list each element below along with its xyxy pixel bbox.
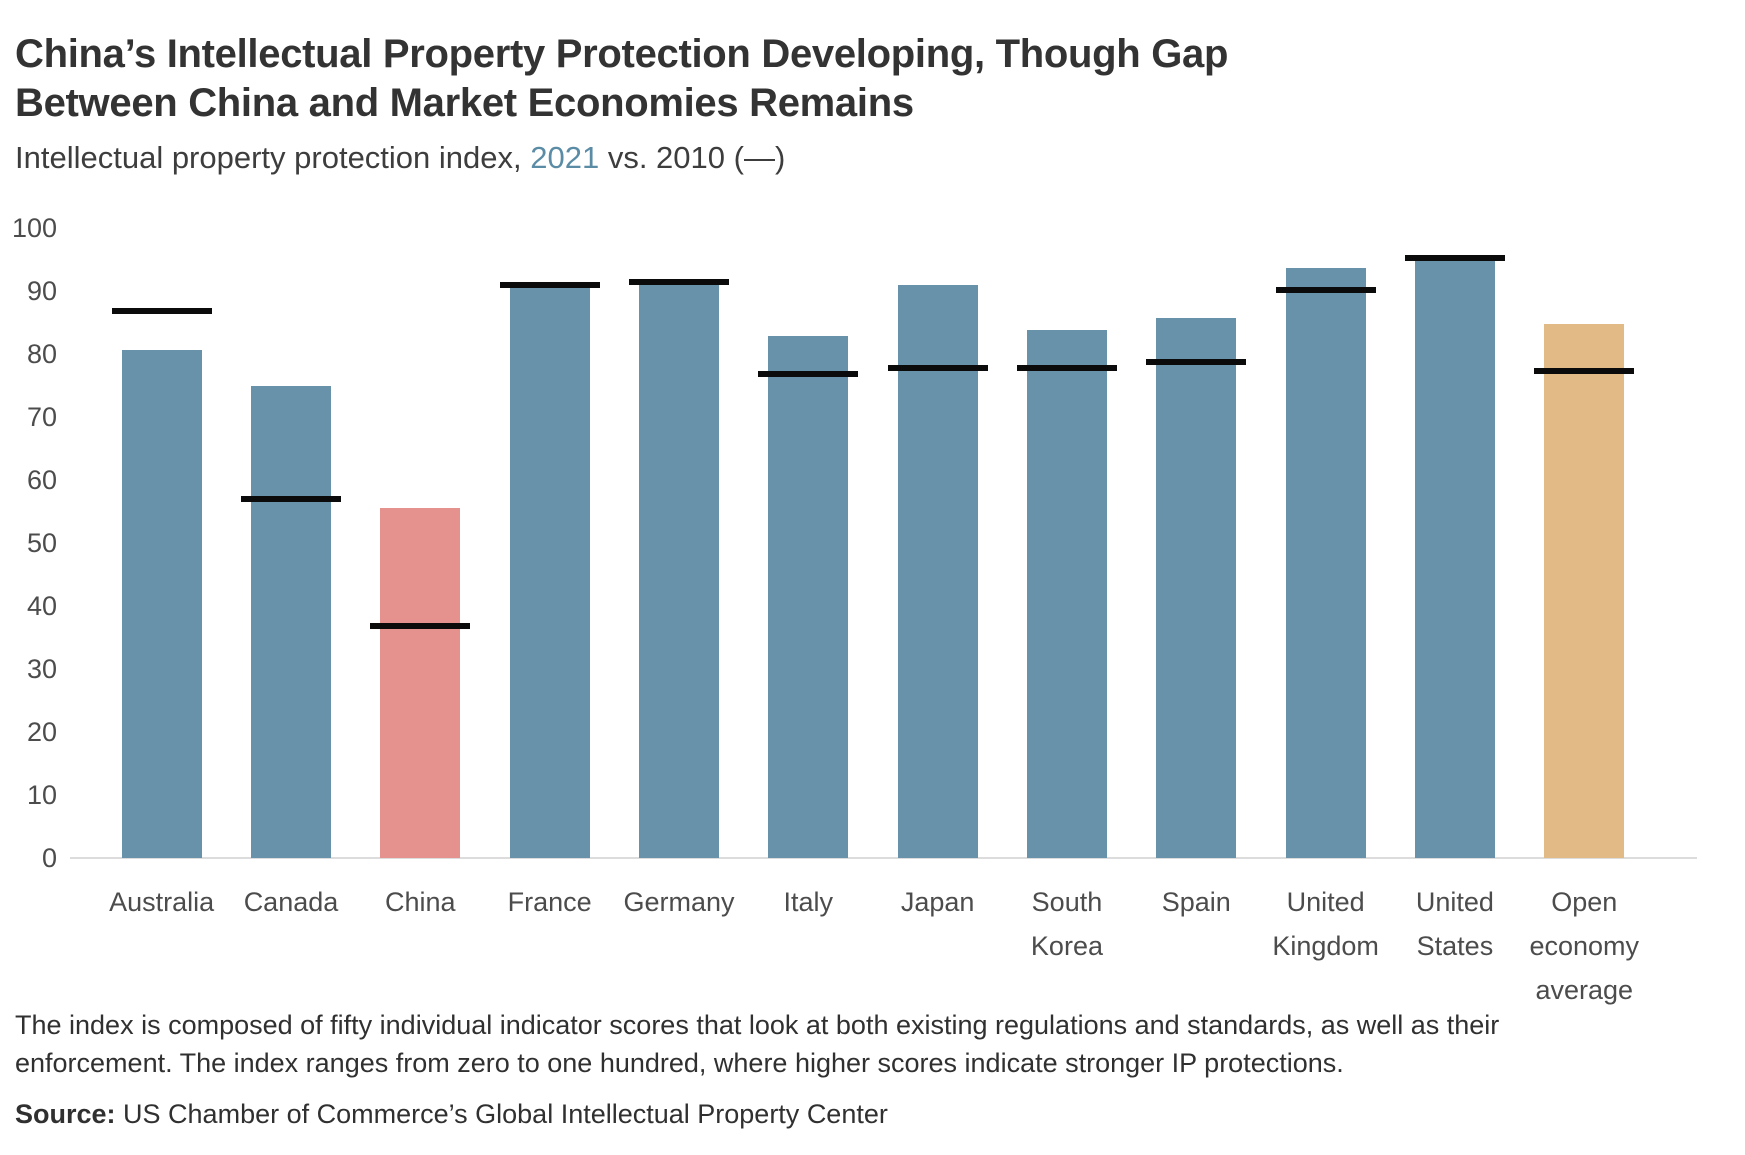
y-tick-80: 80	[26, 339, 57, 369]
dash-2010-france	[499, 281, 600, 288]
bar-group-spain: Spain	[1132, 228, 1261, 917]
bar-2021-spain	[1156, 318, 1237, 858]
x-label-japan: Japan	[900, 887, 975, 917]
x-label-france: France	[507, 887, 592, 917]
y-tick-20: 20	[26, 717, 57, 747]
bar-group-south-korea: South Korea	[1002, 228, 1131, 961]
source-text: US Chamber of Commerce’s Global Intellec…	[115, 1099, 888, 1129]
bar-2021-australia	[121, 350, 202, 858]
y-axis: 100 90 80 70 60 50 40 30 20 10 0	[0, 213, 57, 873]
bar-group-australia: Australia	[97, 228, 226, 917]
bar-columns: Australia Canada China France Germany Italy Ja…	[97, 228, 1649, 1005]
bar-group-open-economy-average: Open economy average	[1520, 228, 1649, 1005]
x-label-italy: Italy	[783, 887, 834, 917]
bar-2021-france	[509, 282, 590, 858]
y-tick-10: 10	[26, 780, 57, 810]
chart-subtitle: Intellectual property protection index, …	[15, 138, 785, 178]
bar-2021-canada	[250, 385, 331, 858]
x-label-south-korea: South Korea	[1030, 887, 1103, 961]
dash-2010-united-states	[1404, 254, 1505, 261]
bar-2021-germany	[638, 279, 719, 858]
y-tick-60: 60	[26, 465, 57, 495]
subtitle-comparison-text: vs. 2010 (—)	[599, 140, 786, 175]
bar-group-united-states: United States	[1390, 228, 1519, 961]
dash-2010-south-korea	[1016, 364, 1117, 371]
footnote-line-1: The index is composed of fifty individua…	[15, 1010, 1500, 1040]
subtitle-year-2021: 2021	[530, 140, 600, 175]
x-axis-baseline	[70, 857, 1697, 859]
y-tick-0: 0	[41, 843, 57, 873]
x-label-australia: Australia	[109, 887, 215, 917]
y-tick-40: 40	[26, 591, 57, 621]
x-label-china: China	[385, 887, 456, 917]
dash-2010-open-economy-average	[1534, 368, 1635, 375]
bar-chart-plot-area: Australia Canada China France Germany Italy Ja…	[97, 228, 1649, 1005]
chart-title-line-1: China’s Intellectual Property Protection…	[15, 32, 1229, 76]
chart-title: China’s Intellectual Property Protection…	[15, 30, 1228, 128]
x-label-united-kingdom: United Kingdom	[1272, 887, 1379, 961]
dash-2010-italy	[758, 371, 859, 378]
bar-2021-china	[380, 508, 461, 858]
x-label-open-economy-average: Open economy average	[1529, 887, 1640, 1005]
bar-group-china: China	[356, 228, 485, 917]
y-tick-30: 30	[26, 654, 57, 684]
bar-2021-united-states	[1414, 260, 1495, 858]
dash-2010-china	[370, 623, 471, 630]
dash-2010-germany	[628, 278, 729, 285]
y-tick-50: 50	[26, 528, 57, 558]
dash-2010-australia	[111, 308, 212, 315]
x-label-germany: Germany	[623, 887, 735, 917]
dash-2010-spain	[1146, 358, 1247, 365]
x-label-united-states: United States	[1415, 887, 1494, 961]
bar-2021-open-economy-average	[1544, 323, 1625, 858]
chart-title-line-2: Between China and Market Economies Remai…	[15, 81, 914, 125]
bar-group-united-kingdom: United Kingdom	[1261, 228, 1390, 961]
subtitle-text: Intellectual property protection index,	[15, 140, 531, 175]
source-line: Source: US Chamber of Commerce’s Global …	[15, 1095, 1499, 1133]
bar-group-japan: Japan	[873, 228, 1002, 917]
dash-2010-japan	[887, 364, 988, 371]
x-label-spain: Spain	[1161, 887, 1231, 917]
y-tick-70: 70	[26, 402, 57, 432]
y-tick-90: 90	[26, 276, 57, 306]
x-label-canada: Canada	[243, 887, 339, 917]
bar-group-canada: Canada	[226, 228, 355, 917]
dash-2010-canada	[240, 495, 341, 502]
bar-2021-italy	[768, 335, 849, 858]
chart-footer: The index is composed of fifty individua…	[15, 1006, 1499, 1133]
source-label: Source:	[15, 1099, 116, 1129]
bar-2021-japan	[897, 284, 978, 858]
bar-2021-south-korea	[1026, 330, 1107, 858]
bar-group-france: France	[485, 228, 614, 917]
bar-group-italy: Italy	[744, 228, 873, 917]
footnote-line-2: enforcement. The index ranges from zero …	[15, 1048, 1344, 1078]
dash-2010-united-kingdom	[1275, 286, 1376, 293]
bar-2021-united-kingdom	[1285, 268, 1366, 858]
bar-group-germany: Germany	[614, 228, 743, 917]
y-tick-100: 100	[11, 213, 57, 243]
